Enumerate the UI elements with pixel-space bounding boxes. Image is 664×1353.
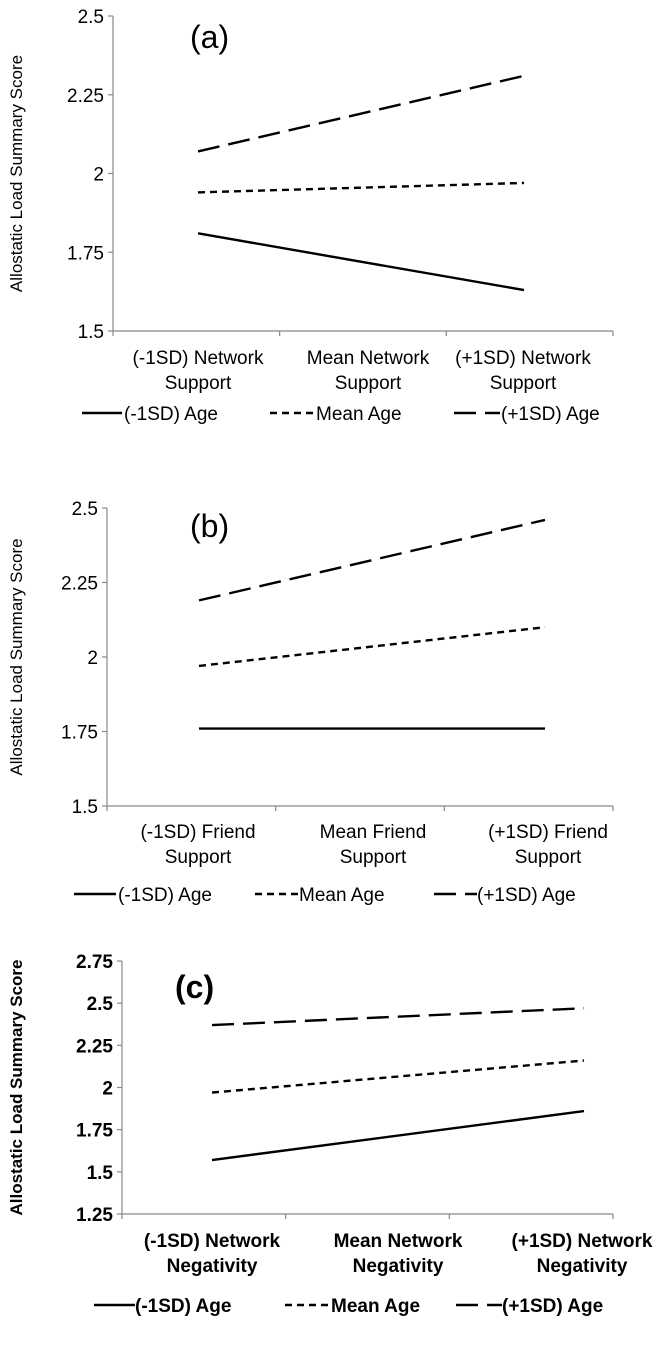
x-tick-label-line: (+1SD) Friend bbox=[488, 822, 608, 843]
y-tick-label: 1.5 bbox=[87, 1163, 114, 1184]
series-line-1sd-age bbox=[211, 1109, 585, 1162]
legend-label: (+1SD) Age bbox=[477, 885, 576, 906]
x-tick-label-line: Negativity bbox=[353, 1256, 444, 1277]
chart-panel-3: 1.25 1.5 1.75 2 2.25 2.5 2.75 (-1SD) Network Neg… bbox=[7, 952, 653, 1317]
y-tick-label: 1.75 bbox=[67, 243, 104, 264]
y-tick-label: 1.5 bbox=[72, 797, 98, 818]
y-tick-label: 2.25 bbox=[67, 86, 104, 107]
x-tick-label-line: Support bbox=[490, 373, 557, 394]
y-tick-label: 1.75 bbox=[61, 723, 98, 744]
legend-label: Mean Age bbox=[316, 404, 402, 425]
legend-label: (+1SD) Age bbox=[502, 1296, 603, 1317]
x-tick-label: Mean Friend Support bbox=[320, 822, 427, 868]
x-tick-label-line: (+1SD) Network bbox=[512, 1231, 653, 1252]
x-tick-label: (-1SD) Network Support bbox=[133, 348, 264, 394]
y-tick-label: 2 bbox=[102, 1079, 113, 1100]
panel-label: (c) bbox=[175, 969, 214, 1005]
y-axis-label: Allostatic Load Summary Score bbox=[7, 538, 26, 775]
x-tick-label-line: (-1SD) Friend bbox=[140, 822, 255, 843]
x-tick-label-line: (-1SD) Network bbox=[144, 1231, 281, 1252]
y-tick-label: 2.25 bbox=[76, 1036, 113, 1057]
y-axis-label: Allostatic Load Summary Score bbox=[7, 959, 26, 1215]
legend-label: (-1SD) Age bbox=[118, 885, 212, 906]
x-tick-label: (+1SD) Network Support bbox=[455, 348, 591, 394]
legend: (-1SD) Age Mean Age (+1SD) Age bbox=[74, 885, 576, 906]
x-tick-label: (-1SD) Friend Support bbox=[140, 822, 255, 868]
x-tick-label-line: Negativity bbox=[167, 1256, 258, 1277]
legend-label: Mean Age bbox=[299, 885, 385, 906]
series-line-mean-age bbox=[197, 181, 525, 194]
legend-label: Mean Age bbox=[331, 1296, 420, 1317]
y-tick-label: 2.75 bbox=[76, 952, 113, 973]
x-tick-label: Mean Network Support bbox=[307, 348, 430, 394]
x-tick-label: (+1SD) Friend Support bbox=[488, 822, 608, 868]
y-tick-label: 2 bbox=[93, 165, 104, 186]
x-tick-label-line: Support bbox=[165, 847, 232, 868]
x-tick-label-line: (+1SD) Network bbox=[455, 348, 591, 369]
series-line-1sd-age bbox=[197, 74, 525, 153]
x-tick-label-line: Support bbox=[165, 373, 232, 394]
panel-label: (a) bbox=[190, 19, 229, 55]
y-tick-label: 1.5 bbox=[78, 322, 104, 343]
x-tick-label: (+1SD) Network Negativity bbox=[512, 1231, 653, 1277]
y-tick-label: 2.5 bbox=[87, 994, 114, 1015]
y-tick-label: 2.25 bbox=[61, 574, 98, 595]
y-tick-label: 2.5 bbox=[72, 499, 98, 520]
series-line-mean-age bbox=[198, 626, 546, 668]
x-tick-label-line: (-1SD) Network bbox=[133, 348, 264, 369]
legend-label: (+1SD) Age bbox=[501, 404, 600, 425]
x-tick-label: (-1SD) Network Negativity bbox=[144, 1231, 281, 1277]
y-axis-label: Allostatic Load Summary Score bbox=[7, 55, 26, 292]
legend: (-1SD) Age Mean Age (+1SD) Age bbox=[82, 404, 600, 425]
x-tick-label-line: Mean Network bbox=[334, 1231, 463, 1252]
legend-label: (-1SD) Age bbox=[124, 404, 218, 425]
legend-label: (-1SD) Age bbox=[135, 1296, 231, 1317]
x-tick-label-line: Mean Network bbox=[307, 348, 430, 369]
series-line-1sd-age bbox=[197, 232, 525, 292]
x-tick-label-line: Mean Friend bbox=[320, 822, 427, 843]
y-tick-label: 2.5 bbox=[78, 7, 104, 28]
series-line-1sd-age bbox=[198, 518, 546, 602]
x-tick-label-line: Support bbox=[515, 847, 582, 868]
legend: (-1SD) Age Mean Age (+1SD) Age bbox=[94, 1296, 603, 1317]
y-tick-label: 1.25 bbox=[76, 1205, 113, 1226]
panel-label: (b) bbox=[190, 508, 229, 544]
y-tick-label: 2 bbox=[87, 648, 98, 669]
series-line-mean-age bbox=[211, 1059, 585, 1094]
y-tick-label: 1.75 bbox=[76, 1121, 113, 1142]
x-tick-label-line: Negativity bbox=[537, 1256, 628, 1277]
x-tick-label: Mean Network Negativity bbox=[334, 1231, 463, 1277]
x-tick-label-line: Support bbox=[340, 847, 407, 868]
series-line-1sd-age bbox=[211, 1007, 585, 1027]
x-tick-label-line: Support bbox=[335, 373, 402, 394]
